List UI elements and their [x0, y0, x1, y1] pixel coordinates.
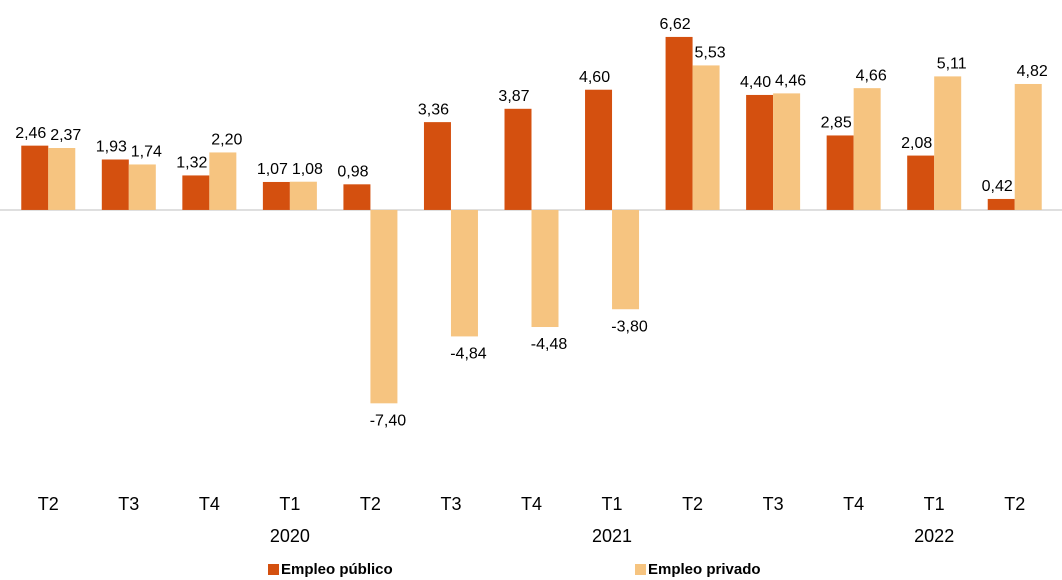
value-label: 2,20 [211, 132, 242, 149]
x-tick-label: T1 [279, 494, 300, 514]
bar [370, 209, 398, 404]
x-group-label: 2021 [592, 526, 632, 546]
x-tick-label: T4 [521, 494, 542, 514]
x-tick-label: T4 [199, 494, 220, 514]
x-tick-label: T1 [924, 494, 945, 514]
value-label: 2,37 [50, 127, 81, 144]
value-label: -4,48 [531, 336, 568, 353]
bar [343, 184, 371, 210]
value-label: 0,98 [337, 164, 368, 181]
value-label: 4,82 [1017, 63, 1048, 80]
bar [531, 209, 559, 328]
value-label: 2,85 [821, 115, 852, 132]
value-label: 1,08 [292, 161, 323, 178]
x-tick-label: T1 [602, 494, 623, 514]
value-label: -4,84 [450, 346, 487, 363]
value-label: 5,11 [937, 56, 967, 73]
bar [665, 36, 693, 210]
legend-label: Empleo privado [648, 561, 761, 578]
value-label: 1,74 [131, 144, 162, 161]
value-label: 5,53 [695, 45, 726, 62]
bar [987, 198, 1015, 210]
bar [907, 155, 935, 210]
bar [504, 108, 532, 210]
value-label: 4,60 [579, 69, 610, 86]
value-label: 4,40 [740, 74, 771, 91]
x-tick-label: T2 [360, 494, 381, 514]
value-label: 3,87 [498, 88, 529, 105]
bar [128, 164, 156, 210]
bar [182, 175, 210, 210]
x-tick-label: T3 [118, 494, 139, 514]
value-label: 1,32 [176, 155, 207, 172]
bar [826, 135, 854, 210]
value-label: 0,42 [982, 178, 1013, 195]
value-label: 4,46 [775, 73, 806, 90]
legend-swatch [635, 564, 646, 575]
bar [48, 147, 76, 210]
bar [612, 209, 640, 310]
value-label: 4,66 [856, 67, 887, 84]
bar [423, 122, 451, 210]
x-group-label: 2020 [270, 526, 310, 546]
legend-label: Empleo público [281, 561, 393, 578]
x-tick-label: T3 [763, 494, 784, 514]
value-label: 6,62 [660, 16, 691, 33]
bar [585, 89, 613, 210]
value-label: 2,08 [901, 135, 932, 152]
value-label: 2,46 [15, 125, 46, 142]
x-tick-label: T4 [843, 494, 864, 514]
bar [262, 181, 290, 210]
x-tick-label: T3 [440, 494, 461, 514]
bar [692, 65, 720, 210]
x-tick-label: T2 [682, 494, 703, 514]
bar [209, 152, 237, 210]
x-group-label: 2022 [914, 526, 954, 546]
bar [450, 209, 478, 337]
bar [773, 93, 801, 210]
x-tick-label: T2 [38, 494, 59, 514]
value-label: 1,07 [257, 161, 288, 178]
value-label: -7,40 [370, 413, 407, 430]
x-tick-label: T2 [1004, 494, 1025, 514]
bar [853, 88, 881, 210]
bar [101, 159, 129, 210]
bar [746, 94, 774, 210]
bar [289, 181, 317, 210]
value-label: 1,93 [96, 139, 127, 156]
legend-swatch [268, 564, 279, 575]
value-label: 3,36 [418, 101, 449, 118]
value-label: -3,80 [611, 318, 648, 335]
bar [21, 145, 49, 210]
bar [934, 76, 962, 210]
bar [1014, 83, 1042, 210]
